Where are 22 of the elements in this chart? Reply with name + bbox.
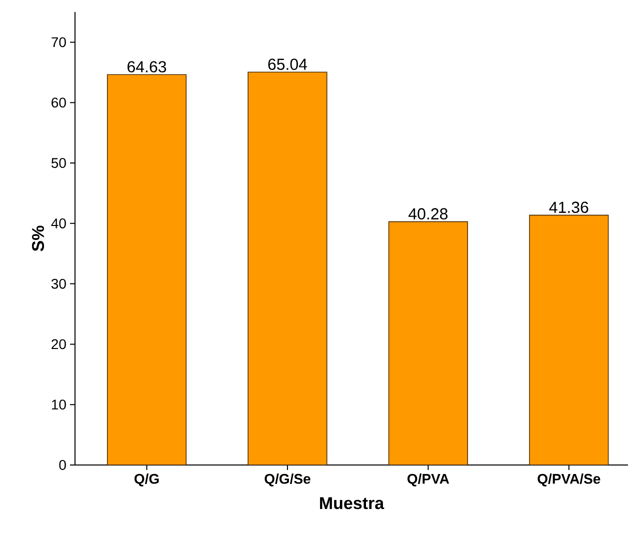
bar xyxy=(248,72,328,465)
x-tick-label: Q/PVA xyxy=(408,474,450,486)
y-tick-label: 40 xyxy=(51,218,66,228)
y-tick-label: 0 xyxy=(59,460,66,470)
data-label: 64.63 xyxy=(128,61,166,72)
bar xyxy=(529,214,609,465)
x-tick-label: Q/G xyxy=(134,474,159,486)
x-tick-label: Q/PVA/Se xyxy=(538,474,600,486)
y-tick-label: 10 xyxy=(52,400,66,410)
data-label: 41.36 xyxy=(549,202,588,213)
bar xyxy=(388,221,468,465)
y-tick-label: 50 xyxy=(51,158,66,168)
x-axis-title: Muestra xyxy=(320,497,384,510)
y-tick-label: 60 xyxy=(52,98,66,108)
y-tick-label: 70 xyxy=(52,37,66,48)
data-label: 40.28 xyxy=(408,208,448,220)
x-tick-label: Q/G/Se xyxy=(264,474,310,486)
bar xyxy=(106,74,187,465)
y-tick-label: 20 xyxy=(52,339,66,350)
y-tick-label: 30 xyxy=(51,278,66,289)
data-label: 65.04 xyxy=(268,58,308,70)
y-axis-title: S% xyxy=(32,226,44,252)
